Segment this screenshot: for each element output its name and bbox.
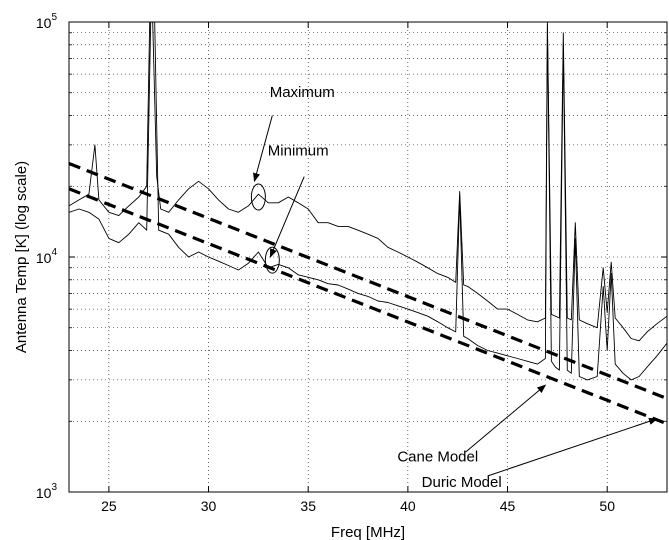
annotation-label: Maximum — [270, 84, 335, 101]
annotation-label: Cane Model — [397, 448, 478, 465]
model-line-3 — [69, 187, 667, 426]
x-tick-label: 40 — [400, 498, 416, 514]
annotation-label: Minimum — [268, 143, 329, 160]
x-axis-label: Freq [MHz] — [331, 524, 405, 540]
annotation-label: Duric Model — [422, 474, 502, 491]
x-tick-label: 35 — [300, 498, 316, 514]
highlight-circle — [250, 183, 266, 211]
series-layer — [69, 22, 667, 426]
x-tick-label: 30 — [201, 498, 217, 514]
grid — [69, 22, 667, 492]
annotation-arrow — [487, 417, 658, 477]
annotation-arrow — [253, 115, 273, 183]
measured-curve-0 — [69, 22, 667, 342]
ticks: 25 30 35 40 45 50 103 104 105 — [36, 12, 667, 514]
annotation-arrow — [269, 176, 305, 258]
measured-curve-1 — [69, 22, 667, 381]
y-tick-label: 104 — [36, 247, 58, 266]
y-tick-label: 105 — [36, 12, 58, 31]
highlight-circle — [264, 246, 280, 274]
y-tick-label: 103 — [36, 482, 58, 501]
y-axis-label: Antenna Temp [K] (log scale) — [13, 161, 30, 353]
x-tick-label: 25 — [101, 498, 117, 514]
annotation-arrow — [465, 384, 547, 453]
model-line-2 — [69, 162, 667, 400]
x-tick-label: 45 — [500, 498, 516, 514]
x-tick-label: 50 — [599, 498, 615, 514]
annotations: Maximum Minimum Cane Model Duric Model — [250, 84, 658, 491]
